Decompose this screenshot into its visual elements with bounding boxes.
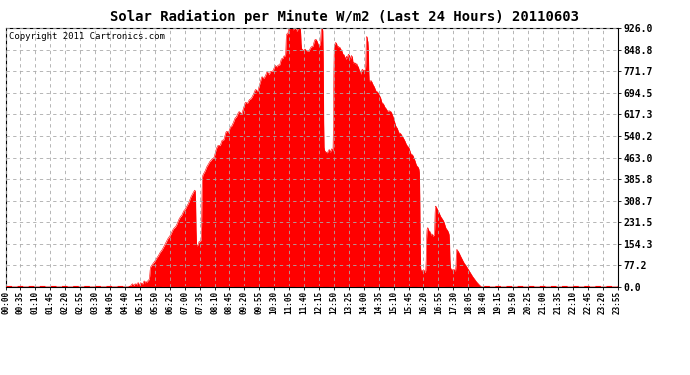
Text: Copyright 2011 Cartronics.com: Copyright 2011 Cartronics.com — [8, 32, 164, 41]
Text: Solar Radiation per Minute W/m2 (Last 24 Hours) 20110603: Solar Radiation per Minute W/m2 (Last 24… — [110, 9, 580, 24]
